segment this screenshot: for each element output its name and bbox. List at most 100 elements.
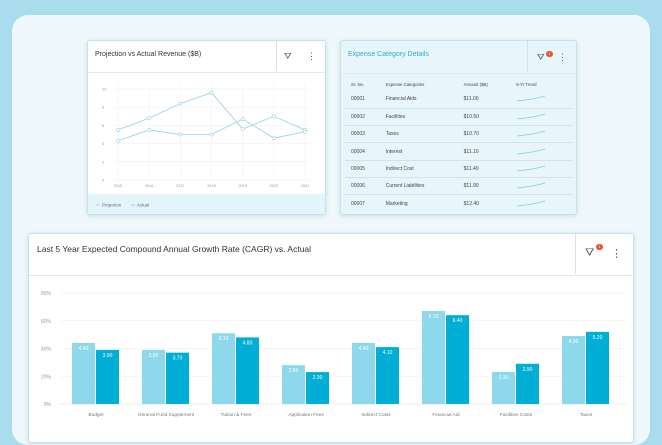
y-tick-label: 10 [102,87,107,92]
data-label: 3.70 [173,356,183,362]
bar-actual [376,347,399,404]
table-cell: Current Liabilities [379,176,458,195]
card-title: Last 5 Year Expected Compound Annual Gro… [37,244,312,254]
data-label: 4.80 [243,340,253,346]
card-title: Expense Category Details [348,51,429,58]
legend-bar [88,194,325,214]
data-label: 4.40 [79,346,89,352]
filter-badge: 1 [546,51,553,57]
trend-sparkline [510,176,573,195]
line-chart-card: Projection vs Actual Revenue ($B) ⛛ ⋮ [87,40,326,215]
bar-actual [96,349,119,404]
data-point [178,132,183,137]
more-vertical-icon[interactable]: ⋮ [558,52,567,62]
data-label: 6.70 [429,314,439,320]
divider [276,41,277,71]
x-tick-label: 2021 [301,184,309,188]
data-label: 4.90 [569,339,579,345]
data-point [147,116,152,121]
trend-sparkline [510,125,573,143]
table-cell: $11.40 [457,159,511,178]
more-vertical-icon[interactable]: ⋮ [307,51,316,61]
x-tick-label: Financial Aid [432,412,460,418]
table-cell: $10.70 [457,125,511,143]
table-row[interactable]: 00006 Current Liabilities $11.90 [345,176,573,195]
expense-table: Sr. No. Expense Categories Amount ($B) 5-Yr… [345,77,573,213]
bar-expected [72,342,95,404]
bar-expected [282,365,305,404]
more-vertical-icon[interactable]: ⋮ [611,248,622,260]
x-tick-label: 2016 [145,184,153,188]
x-tick-label: General Fund Supplement [138,412,195,418]
table-cell: Facilities [379,107,458,126]
divider [575,234,576,274]
table-cell: $11.10 [457,142,511,161]
bar-expected [422,311,445,404]
table-cell: 00005 [345,159,380,178]
data-point [271,114,276,119]
bar-actual [166,352,189,404]
x-tick-label: 2018 [207,184,215,188]
bar-expected [492,372,515,404]
data-label: 3.90 [149,353,159,359]
data-point [209,132,214,137]
data-label: 5.20 [593,335,603,341]
filter-icon[interactable]: ⛛ [537,52,545,62]
data-label: 3.90 [103,353,113,359]
data-label: 6.40 [453,318,463,324]
data-point [240,127,245,131]
table-row[interactable]: 00005 Indirect Cost $11.40 [345,159,573,178]
legend-label: Projection [102,203,122,208]
table-cell: Marketing [379,194,458,213]
bar-actual [446,315,469,404]
data-point [116,128,120,132]
data-label: 5.10 [219,336,229,342]
table-row[interactable]: 00007 Marketing $12.40 [345,194,573,213]
x-tick-label: 2017 [176,184,184,188]
y-tick-label: 40% [41,347,52,353]
x-tick-label: 2020 [270,184,278,188]
y-tick-label: 2 [102,159,105,164]
x-tick-label: 2015 [114,184,122,188]
column-header[interactable]: Expense Categories [385,81,425,87]
bar-expected [352,342,375,404]
data-label: 2.90 [523,367,533,373]
table-cell: Financial Aids [385,96,417,103]
table-row[interactable]: 00003 Taxes $10.70 [345,125,573,143]
filter-icon[interactable]: ⛛ [585,247,595,259]
bar-expected [212,333,235,404]
table-row[interactable]: 00002 Facilities $10.50 [345,107,573,126]
table-cell: Interest [379,142,458,161]
table-cell: Taxes [379,125,458,143]
data-label: 2.80 [289,368,299,374]
card-title: Projection vs Actual Revenue ($B) [95,51,202,58]
x-tick-label: Tuition & Fees [221,412,252,418]
table-cell: 00007 [345,194,380,213]
filter-icon[interactable]: ⛛ [284,51,292,61]
line-chart: 0 2 4 6 8 10 2015 2016 2017 2018 2019 2020 2021 Proje… [96,84,310,208]
expense-card: Expense Category Details ⛛ 1 ⋮ Sr. No. Ex… [340,40,577,215]
y-tick-label: 4 [102,141,105,146]
table-row[interactable]: 00004 Interest $11.10 [345,142,573,161]
bar-actual [516,363,539,404]
card-header [341,41,576,74]
x-tick-label: Taxes [580,412,593,418]
table-cell: 00003 [345,125,380,143]
table-cell: 00004 [345,142,380,161]
column-header[interactable]: Amount ($B) [463,81,488,87]
trend-sparkline [510,194,573,213]
table-row[interactable]: 00001 Financial Aids $11.00 [345,91,573,108]
table-cell: $11.90 [457,176,511,195]
x-tick-label: Indirect Costs [361,412,391,418]
column-header[interactable]: 5-Yr Trend [516,81,537,87]
bar-actual [236,337,259,404]
bar-expected [562,336,585,404]
y-tick-label: 60% [41,319,52,325]
y-tick-label: 8 [102,105,105,110]
column-header[interactable]: Sr. No. [351,81,365,87]
y-tick-label: 0 [102,178,105,183]
y-tick-label: 80% [41,291,52,297]
x-tick-label: Budget [88,412,104,418]
table-cell: Indirect Cost [379,159,458,178]
